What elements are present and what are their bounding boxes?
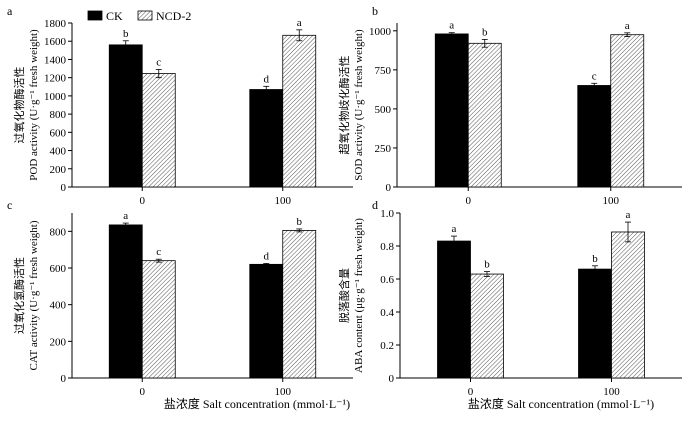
x-tick-label: 100 [603,386,620,398]
y-tick-label: 0 [386,182,392,194]
x-tick-label: 0 [140,195,146,207]
y-tick-label: 1000 [369,26,392,38]
significance-letter: c [156,246,161,258]
y-tick-label: 1200 [44,73,67,85]
y-tick-label: 1800 [44,18,67,30]
significance-letter: b [297,216,303,228]
panel-d-aba-content: 0 0.2 0.4 0.6 0.8 1.0d 脱落酸含量 ABA content (μg·g⁻… [337,198,682,398]
legend-swatch-ncd2 [137,10,153,21]
legend-label-ncd2: NCD-2 [156,9,191,23]
y-tick-label: 0 [61,373,67,385]
y-tick-label: 800 [50,109,67,121]
y-axis-label-en: CAT activity (U·g⁻¹ fresh weight) [28,220,40,370]
bar-ck-100 [577,85,612,188]
significance-letter: a [626,209,631,221]
bar-ck-100 [578,268,612,379]
bar-ck-0 [434,33,469,188]
x-tick-label: 100 [275,386,292,398]
x-tick-label: 0 [466,195,472,207]
bar-ck-0 [108,224,143,379]
bar-ncd2-100 [282,34,317,188]
y-axis-label-cn: 超氧化物歧化酶活性 [337,56,351,155]
y-tick-label: 200 [50,164,67,176]
y-tick-label: 750 [375,65,392,77]
bar-ck-100 [249,89,284,188]
x-tick-label: 0 [140,386,146,398]
y-tick-label: 1600 [44,36,67,48]
y-tick-label: 0.2 [380,340,394,352]
x-tick-label: 100 [603,195,620,207]
y-tick-label: 400 [50,146,67,158]
significance-letter: a [625,20,630,32]
legend: CK NCD-2 [87,9,191,23]
panel-c-cat-activity: 0 200 400 600 800 c 过氧化氢酶活性 CAT activity (U·g⁻¹… [7,198,353,398]
y-axis-label-cn: 脱落酸含量 [337,268,351,323]
y-tick-label: 250 [375,143,392,155]
y-tick-label: 1000 [44,91,67,103]
y-axis-label-en: POD activity (U·g⁻¹ fresh weight) [28,29,40,181]
y-axis-label-en: ABA content (μg·g⁻¹ fresh weight) [353,218,365,373]
y-tick-label: 1.0 [380,208,394,220]
bar-ncd2-100 [282,230,317,379]
bar-ncd2-0 [470,273,504,379]
significance-letter: a [449,20,454,32]
y-tick-label: 0.8 [380,241,394,253]
bar-ncd2-100 [611,231,645,379]
significance-letter: c [592,70,597,82]
significance-letter: b [592,253,598,265]
y-tick-label: 0.6 [380,274,394,286]
bar-ck-100 [249,263,284,379]
y-axis-label-cn: 过氧化氢酶活性 [12,257,26,334]
y-tick-label: 400 [50,300,67,312]
y-axis-label-en: SOD activity (U·g⁻¹ fresh weight) [353,29,365,181]
x-axis-label-right: 盐浓度 Salt concentration (mmol·L⁻¹) [468,396,654,411]
significance-letter: c [156,56,161,68]
panel-letter: d [372,198,378,212]
y-axis-label-cn: 过氧化物酶活性 [12,67,26,144]
panel-letter: a [7,4,13,18]
significance-letter: a [297,17,302,29]
legend-label-ck: CK [106,9,123,23]
significance-letter: b [123,28,129,40]
panel-letter: b [372,4,378,18]
significance-letter: a [123,210,128,222]
y-tick-label: 1400 [44,54,67,66]
bar-ncd2-0 [141,73,176,188]
significance-letter: d [264,250,270,262]
y-tick-label: 0 [389,373,395,385]
bar-ncd2-0 [141,260,176,379]
y-tick-label: 600 [50,127,67,139]
significance-letter: b [482,26,488,38]
panel-letter: c [7,198,12,212]
significance-letter: d [264,73,270,85]
significance-letter: a [452,223,457,235]
x-axis-label-left: 盐浓度 Salt concentration (mmol·L⁻¹) [164,396,350,411]
x-tick-label: 0 [468,386,474,398]
y-tick-label: 0.4 [380,307,394,319]
y-tick-label: 200 [50,336,67,348]
y-tick-label: 500 [375,104,392,116]
bar-ncd2-0 [467,42,502,188]
significance-letter: b [484,259,490,271]
y-tick-label: 600 [50,263,67,275]
y-tick-label: 800 [50,226,67,238]
x-tick-label: 100 [275,195,292,207]
legend-swatch-ck [87,10,103,21]
y-tick-label: 0 [61,182,67,194]
bar-ncd2-100 [610,34,645,188]
panel-a-pod-activity: 020040060080010001200140016001800a过氧化物酶活… [7,4,353,207]
bar-ck-0 [437,240,471,379]
bar-ck-0 [108,44,143,188]
